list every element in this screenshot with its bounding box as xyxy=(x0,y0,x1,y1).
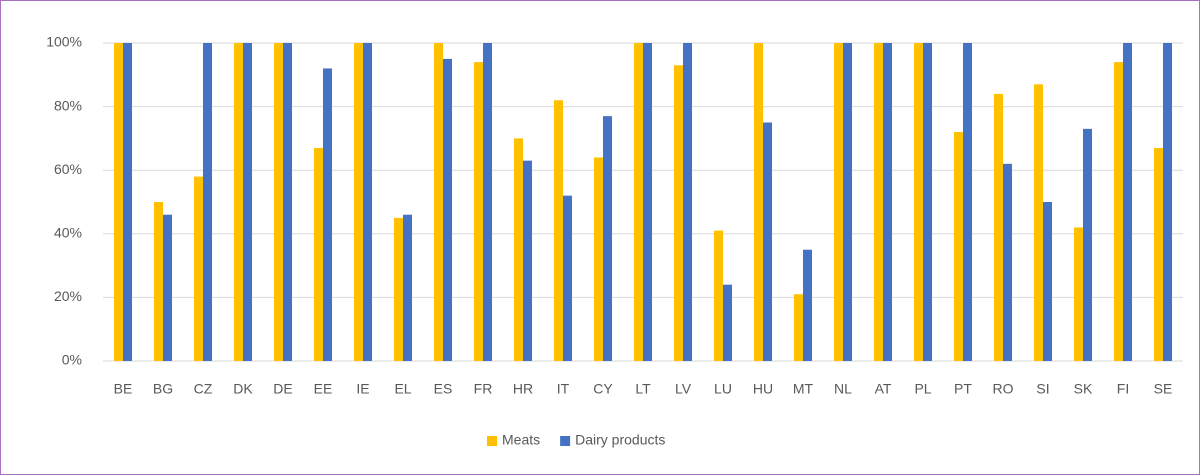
bar xyxy=(634,43,643,361)
bar xyxy=(434,43,443,361)
legend-swatch xyxy=(487,436,497,446)
x-tick-label: PT xyxy=(954,381,972,397)
bar xyxy=(1003,163,1012,361)
x-tick-label: FI xyxy=(1117,381,1129,397)
bar xyxy=(994,93,1003,361)
bar xyxy=(403,214,412,361)
bar xyxy=(763,122,772,361)
bar xyxy=(314,147,323,361)
x-tick-label: HR xyxy=(513,381,533,397)
bar xyxy=(603,116,612,361)
bar xyxy=(923,43,932,361)
bar xyxy=(1123,43,1132,361)
y-tick-label: 80% xyxy=(54,97,82,113)
x-tick-label: DK xyxy=(233,381,253,397)
bar xyxy=(1034,84,1043,361)
y-tick-label: 60% xyxy=(54,161,82,177)
bar xyxy=(563,195,572,361)
bar xyxy=(843,43,852,361)
bar xyxy=(914,43,923,361)
bar xyxy=(834,43,843,361)
bar xyxy=(243,43,252,361)
bar xyxy=(154,202,163,361)
x-tick-label: CZ xyxy=(194,381,213,397)
y-tick-label: 100% xyxy=(46,34,82,50)
bar xyxy=(874,43,883,361)
bar xyxy=(1074,227,1083,361)
bar xyxy=(883,43,892,361)
x-tick-label: EL xyxy=(394,381,411,397)
bar xyxy=(234,43,243,361)
y-tick-label: 0% xyxy=(62,352,82,368)
x-tick-label: PL xyxy=(914,381,931,397)
x-tick-label: FR xyxy=(474,381,493,397)
x-tick-label: ES xyxy=(434,381,453,397)
x-tick-label: BE xyxy=(114,381,133,397)
bar xyxy=(394,217,403,361)
legend-swatch xyxy=(560,436,571,446)
bar xyxy=(203,43,212,361)
bar xyxy=(1154,147,1163,361)
bar xyxy=(1043,202,1052,361)
x-tick-label: SI xyxy=(1036,381,1049,397)
bar xyxy=(194,176,203,361)
bar xyxy=(323,68,332,361)
bar xyxy=(274,43,283,361)
bar xyxy=(283,43,292,361)
bar xyxy=(514,138,523,361)
x-tick-label: SE xyxy=(1154,381,1173,397)
bar xyxy=(523,160,532,361)
x-tick-label: IT xyxy=(557,381,570,397)
bar xyxy=(794,294,803,361)
x-tick-label: MT xyxy=(793,381,814,397)
x-tick-label: HU xyxy=(753,381,773,397)
bar xyxy=(1114,62,1123,361)
bar xyxy=(483,43,492,361)
bar xyxy=(954,132,963,361)
bar xyxy=(963,43,972,361)
bar xyxy=(643,43,652,361)
x-tick-label: NL xyxy=(834,381,852,397)
y-tick-label: 40% xyxy=(54,225,82,241)
bar xyxy=(594,157,603,361)
legend-label: Dairy products xyxy=(575,432,665,448)
x-tick-label: SK xyxy=(1074,381,1093,397)
bar xyxy=(354,43,363,361)
x-tick-label: DE xyxy=(273,381,292,397)
bar xyxy=(474,62,483,361)
legend-label: Meats xyxy=(502,432,540,448)
bar xyxy=(674,65,683,361)
bar xyxy=(123,43,132,361)
x-tick-label: EE xyxy=(314,381,333,397)
bar xyxy=(754,43,763,361)
x-tick-label: BG xyxy=(153,381,173,397)
bar xyxy=(114,43,123,361)
bar xyxy=(683,43,692,361)
bar xyxy=(1163,43,1172,361)
x-tick-label: LV xyxy=(675,381,692,397)
bar xyxy=(363,43,372,361)
x-tick-label: CY xyxy=(593,381,613,397)
bar xyxy=(554,100,563,362)
bar xyxy=(714,230,723,361)
x-tick-label: LT xyxy=(635,381,651,397)
bar xyxy=(1083,128,1092,361)
bar xyxy=(443,58,452,362)
y-tick-label: 20% xyxy=(54,288,82,304)
bar xyxy=(163,214,172,361)
bar xyxy=(723,284,732,361)
x-tick-label: IE xyxy=(356,381,369,397)
x-tick-label: LU xyxy=(714,381,732,397)
x-tick-label: RO xyxy=(993,381,1014,397)
bar xyxy=(803,249,812,361)
x-tick-label: AT xyxy=(875,381,892,397)
